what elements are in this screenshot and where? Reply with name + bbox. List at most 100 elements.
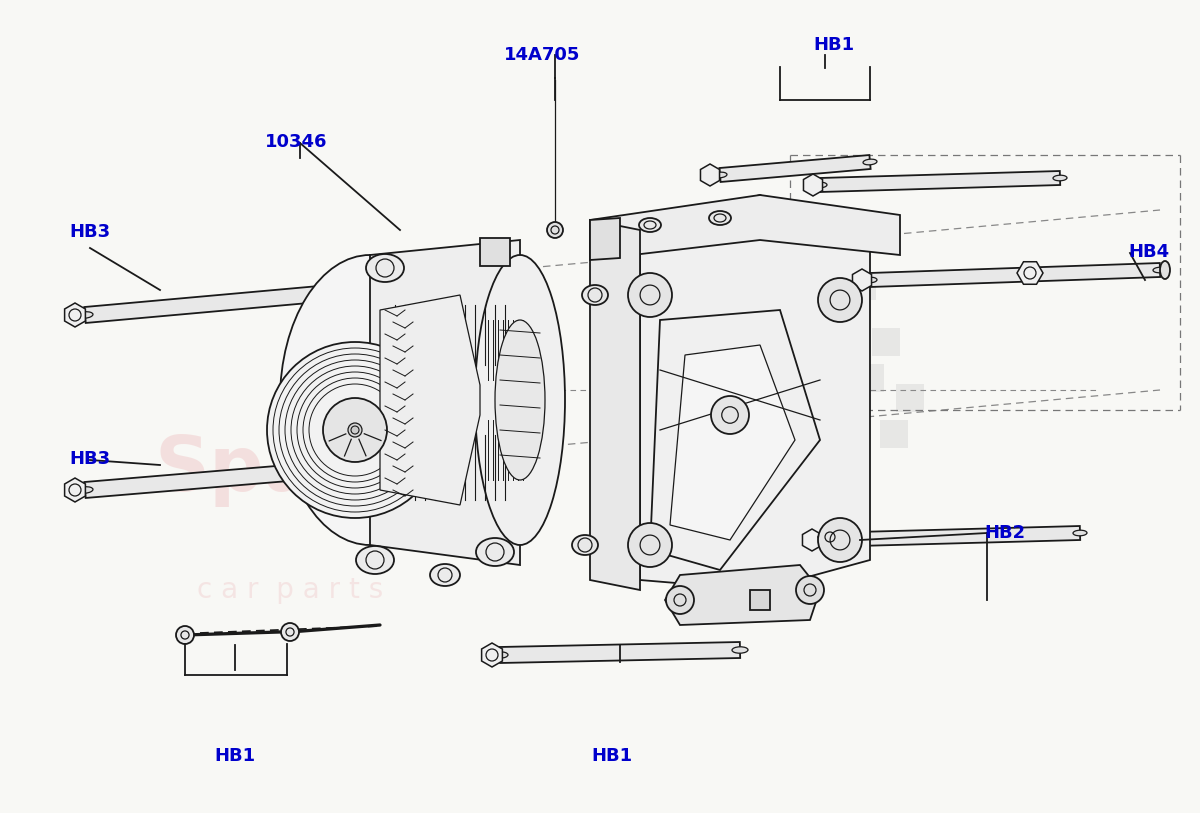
Text: 10346: 10346 [265,133,328,151]
Polygon shape [65,303,85,327]
Polygon shape [818,527,842,547]
Polygon shape [380,295,480,505]
Polygon shape [701,164,720,186]
Ellipse shape [640,218,661,232]
Ellipse shape [496,320,545,480]
Bar [840,400,868,428]
Polygon shape [803,529,822,551]
Bar [600,280,628,308]
Bar [768,232,796,260]
Bar [712,468,740,496]
Bar [648,392,676,420]
Bar [728,432,756,460]
Ellipse shape [572,535,598,555]
Circle shape [628,273,672,317]
Ellipse shape [1160,261,1170,279]
Bar [896,384,924,412]
Bar [776,324,804,352]
Bar [856,364,884,392]
Bar [880,420,908,448]
Ellipse shape [430,564,460,586]
Bar [640,300,668,328]
Circle shape [628,523,672,567]
Bar [688,412,716,440]
Text: HB1: HB1 [814,36,854,54]
Bar [800,380,828,408]
Circle shape [666,586,694,614]
Bar [808,252,836,280]
Polygon shape [500,642,740,663]
Bar [816,344,844,372]
Bar [680,320,708,348]
Ellipse shape [412,282,428,289]
Bar [712,248,740,276]
Polygon shape [590,220,640,590]
Ellipse shape [1073,530,1087,536]
Text: HB3: HB3 [70,450,110,468]
Ellipse shape [1153,267,1166,273]
FancyBboxPatch shape [750,590,770,610]
Polygon shape [670,345,796,540]
Bar [720,340,748,368]
Ellipse shape [732,647,748,653]
Text: fair: fair [346,473,494,547]
Bar [768,452,796,480]
Polygon shape [852,269,871,291]
Polygon shape [65,478,85,502]
Polygon shape [870,263,1160,287]
Text: 14A705: 14A705 [504,46,581,64]
Polygon shape [719,155,871,182]
Bar [824,436,852,464]
Circle shape [352,426,359,434]
Polygon shape [590,218,620,260]
Ellipse shape [582,285,608,305]
Ellipse shape [713,172,727,178]
Ellipse shape [476,538,514,566]
Circle shape [323,398,386,462]
Bar [872,328,900,356]
Text: HB1: HB1 [215,747,256,765]
Ellipse shape [709,211,731,225]
Bar [760,360,788,388]
Circle shape [176,626,194,644]
Circle shape [266,342,443,518]
Ellipse shape [475,255,565,545]
Polygon shape [820,526,1080,547]
Polygon shape [370,240,520,565]
Bar [656,264,684,292]
Ellipse shape [412,459,428,465]
Circle shape [547,222,563,238]
Polygon shape [84,454,421,498]
Bar [736,304,764,332]
Bar [696,284,724,312]
Ellipse shape [77,311,92,318]
Ellipse shape [863,277,877,283]
Polygon shape [665,565,820,625]
Bar [744,396,772,424]
Bar [832,308,860,336]
Polygon shape [84,277,421,323]
Circle shape [818,518,862,562]
Polygon shape [343,420,367,441]
Bar [624,336,652,364]
Text: HB1: HB1 [592,747,632,765]
Text: Spare: Spare [155,433,406,507]
Bar [704,376,732,404]
Ellipse shape [814,537,827,543]
Text: HB3: HB3 [70,223,110,241]
Polygon shape [820,171,1061,192]
Text: c a r  p a r t s: c a r p a r t s [197,576,383,604]
Ellipse shape [366,254,404,282]
Circle shape [796,576,824,604]
Polygon shape [481,643,503,667]
Circle shape [818,278,862,322]
Ellipse shape [814,182,827,188]
Circle shape [710,396,749,434]
Bar [672,448,700,476]
Bar [848,272,876,300]
FancyBboxPatch shape [480,238,510,266]
Bar [784,416,812,444]
Ellipse shape [77,487,92,493]
Ellipse shape [863,159,877,165]
Polygon shape [804,174,822,196]
